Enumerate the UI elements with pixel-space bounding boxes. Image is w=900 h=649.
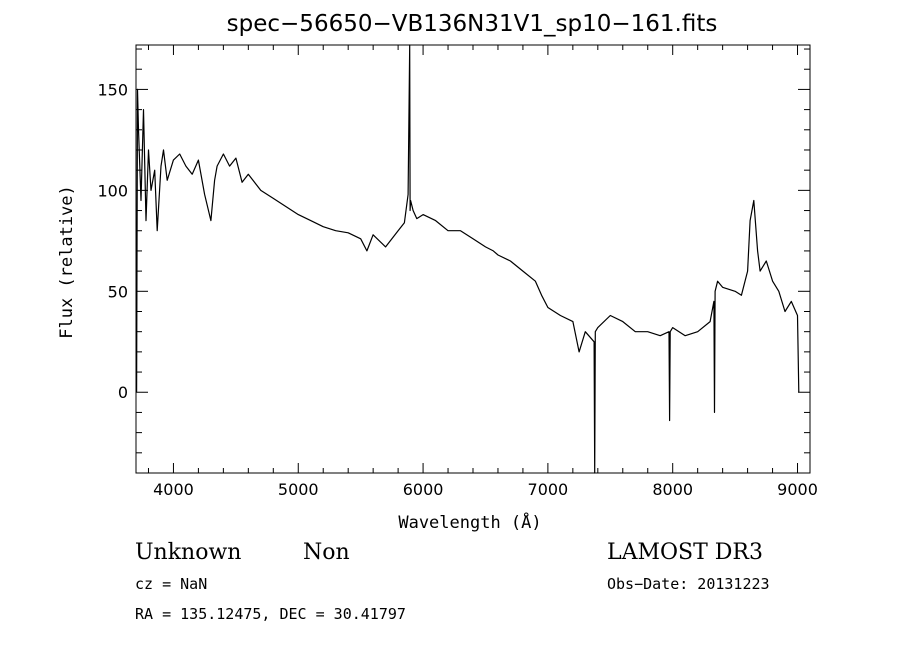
- y-tick-label: 50: [108, 282, 128, 301]
- chart-title: spec−56650−VB136N31V1_sp10−161.fits: [227, 11, 718, 37]
- x-tick-label: 4000: [153, 480, 194, 499]
- x-tick-label: 8000: [652, 480, 693, 499]
- x-axis-label: Wavelength (Å): [398, 511, 541, 533]
- y-tick-label: 0: [118, 383, 128, 402]
- x-axis-ticks: [147, 45, 799, 473]
- survey-label: LAMOST DR3: [607, 540, 763, 565]
- x-tick-label: 6000: [403, 480, 444, 499]
- y-tick-labels: 0 50 100 150: [97, 80, 128, 402]
- plot-frame: [135, 44, 811, 474]
- y-axis-label: Flux (relative): [57, 185, 77, 339]
- y-tick-label: 150: [97, 80, 128, 99]
- y-axis-ticks: [136, 48, 810, 474]
- x-tick-label: 9000: [777, 480, 818, 499]
- plot-area: [135, 44, 811, 474]
- x-tick-label: 7000: [528, 480, 569, 499]
- x-tick-label: 5000: [278, 480, 319, 499]
- coords-label: RA = 135.12475, DEC = 30.41797: [135, 605, 406, 623]
- obs-date-label: Obs−Date: 20131223: [607, 575, 770, 593]
- x-tick-labels: 4000 5000 6000 7000 8000 9000: [153, 480, 818, 499]
- y-tick-label: 100: [97, 181, 128, 200]
- class-label: Unknown: [135, 540, 241, 565]
- subclass-label: Non: [303, 540, 350, 565]
- spectrum-line: [136, 44, 800, 474]
- cz-label: cz = NaN: [135, 575, 207, 593]
